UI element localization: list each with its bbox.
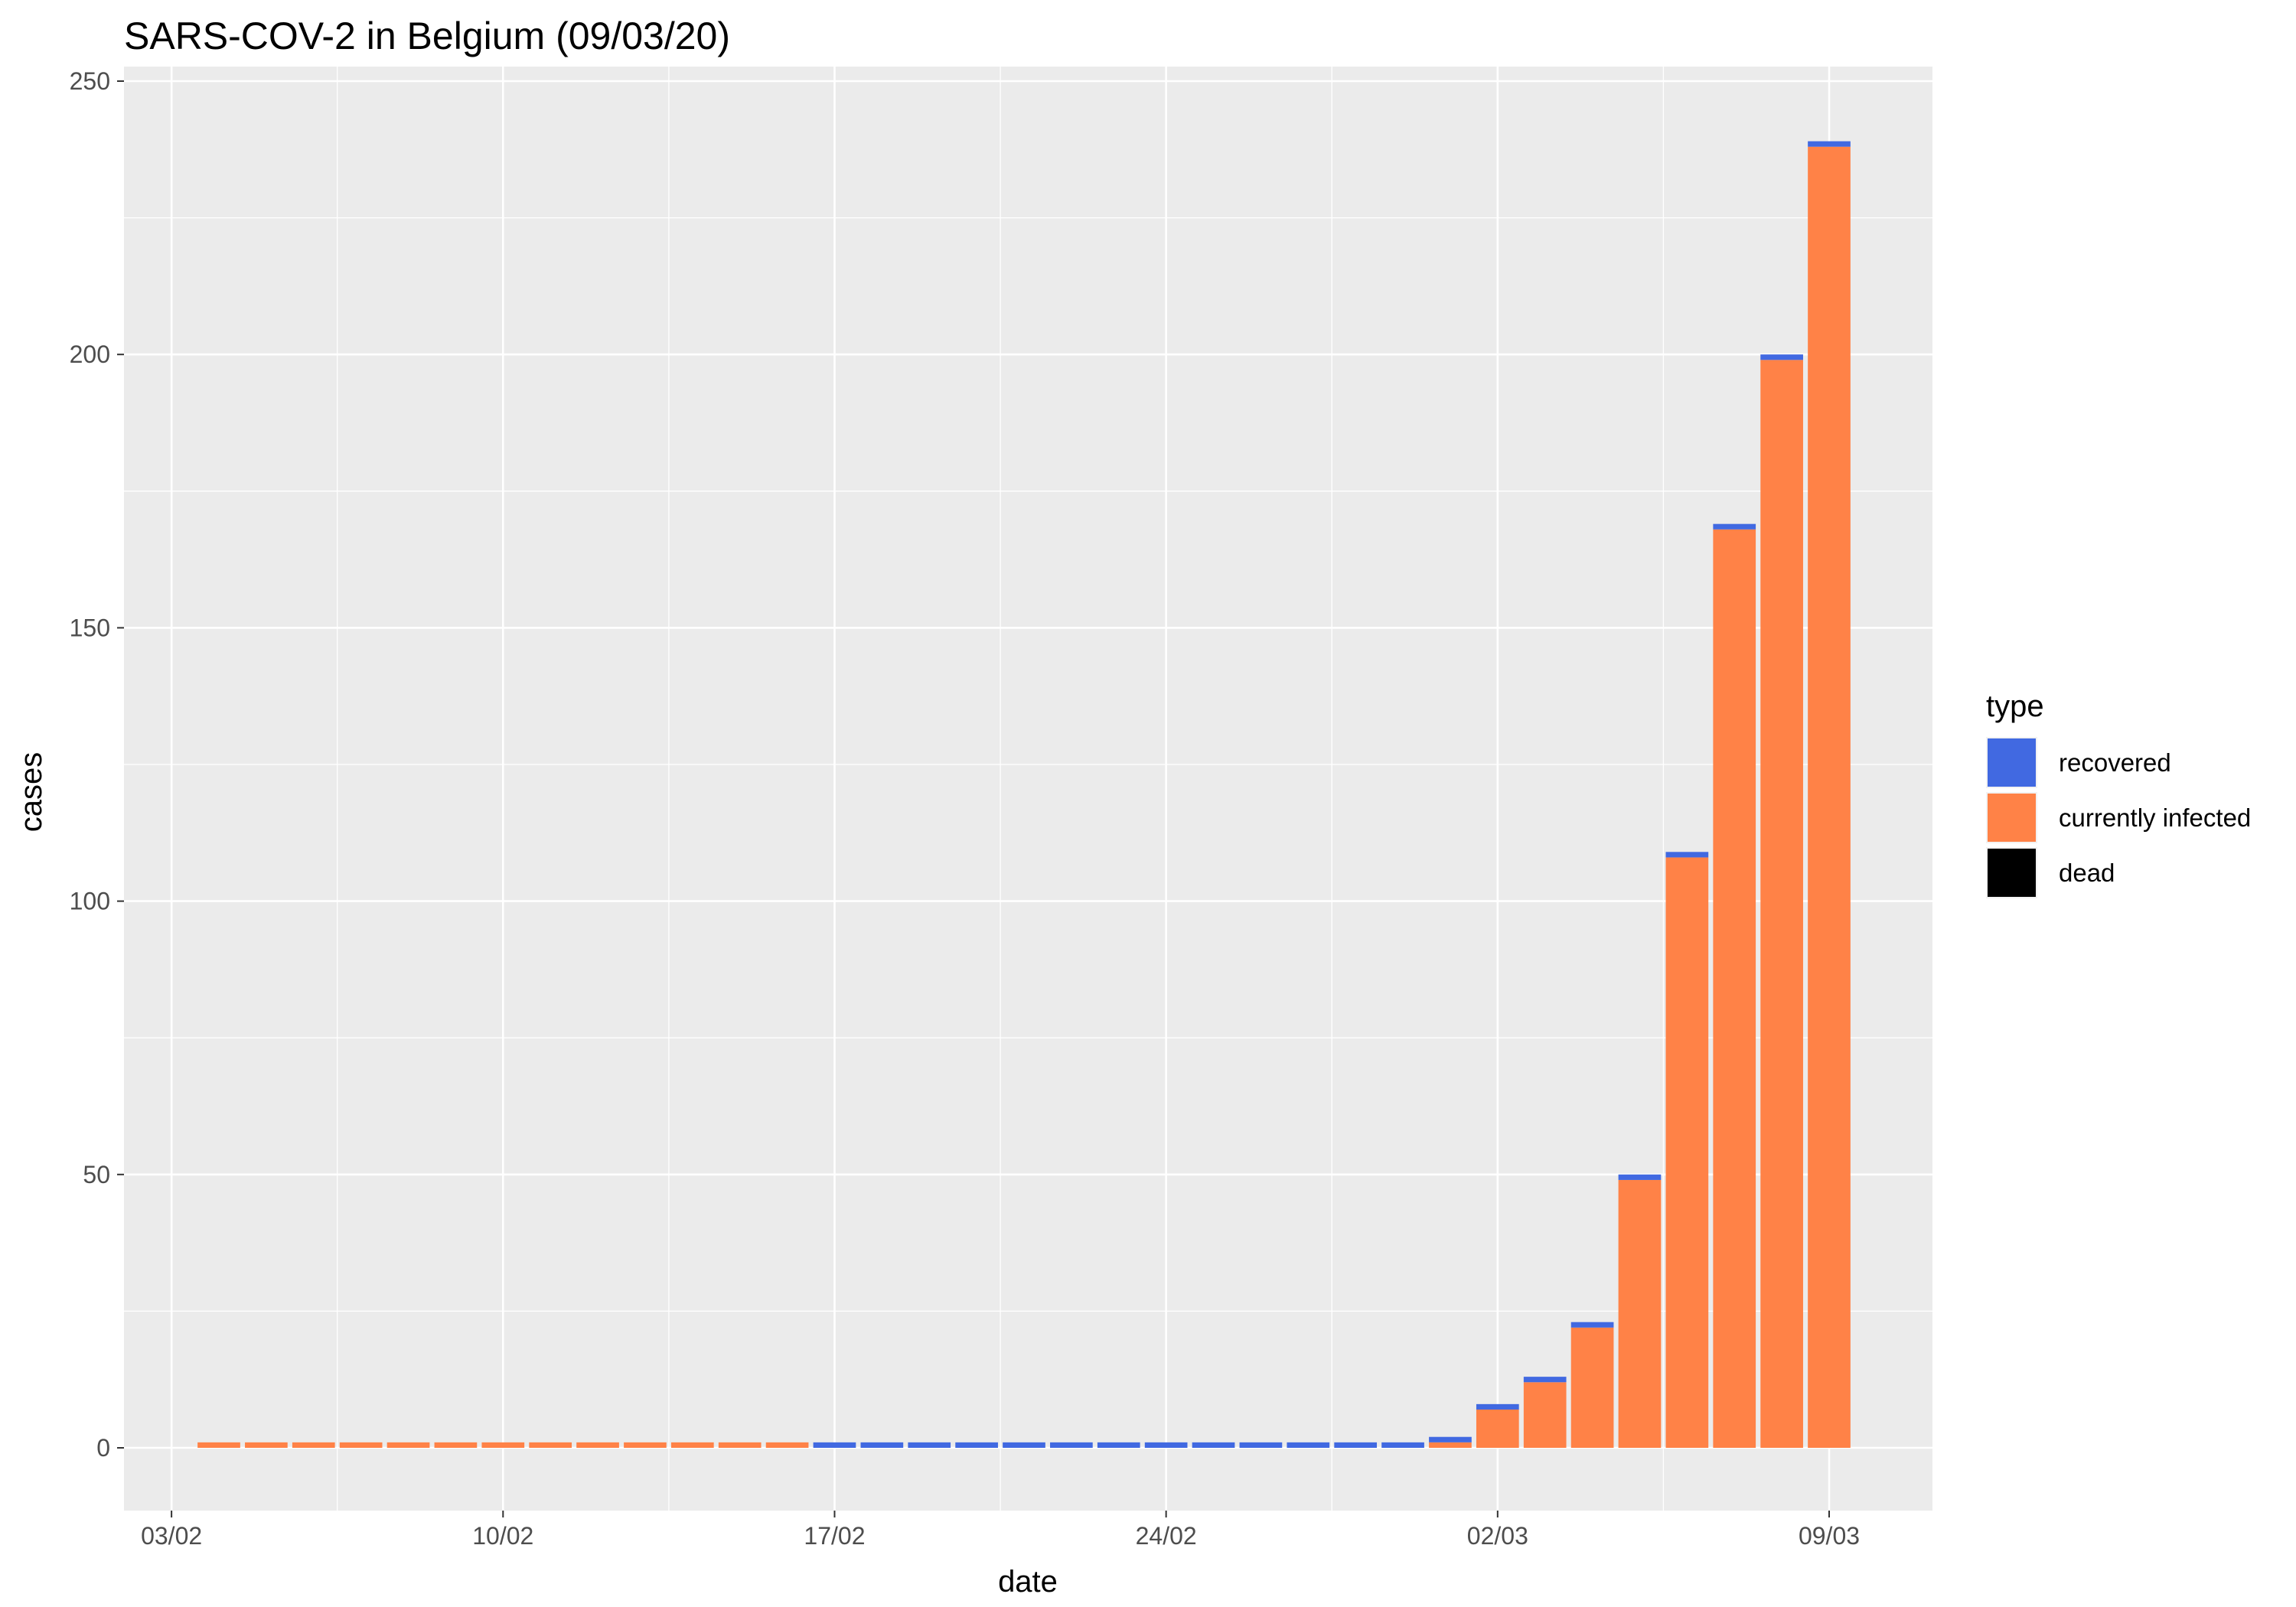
bar-segment [1808, 146, 1851, 1448]
bar-segment [1334, 1442, 1378, 1448]
legend-swatch [1988, 849, 2036, 897]
bar-segment [1429, 1436, 1472, 1442]
chart-title: SARS-COV-2 in Belgium (09/03/20) [124, 15, 730, 57]
bar-segment [1618, 1179, 1662, 1448]
bars [197, 141, 1851, 1448]
legend-label: dead [2059, 859, 2115, 887]
bar-segment [1523, 1382, 1567, 1448]
bar-segment [197, 1442, 240, 1448]
bar-segment [1760, 360, 1803, 1448]
y-tick-label: 100 [70, 888, 110, 915]
bar-segment [1144, 1442, 1188, 1448]
legend-swatch [1988, 738, 2036, 787]
bar-segment [1476, 1409, 1519, 1448]
y-tick-label: 0 [96, 1434, 110, 1462]
bar-segment [955, 1442, 998, 1448]
bar-segment [718, 1442, 762, 1448]
x-tick-label: 24/02 [1136, 1522, 1197, 1550]
legend-label: currently infected [2059, 804, 2251, 832]
bar-segment [339, 1442, 383, 1448]
bar-segment [1097, 1442, 1140, 1448]
bar-segment [1760, 354, 1803, 360]
bar-segment [1429, 1442, 1472, 1448]
bar-segment [1287, 1442, 1330, 1448]
x-axis-title: date [998, 1565, 1058, 1599]
bar-segment [860, 1442, 904, 1448]
bar-segment [1808, 141, 1851, 147]
y-tick-label: 150 [70, 614, 110, 641]
bar-segment [1665, 857, 1709, 1448]
bar-segment [1618, 1174, 1662, 1180]
bar-segment [1239, 1442, 1283, 1448]
y-axis-title: cases [15, 752, 48, 833]
bar-segment [1665, 852, 1709, 858]
bar-segment [670, 1442, 714, 1448]
bar-segment [386, 1442, 430, 1448]
x-tick-label: 03/02 [141, 1522, 202, 1550]
legend-label: recovered [2059, 748, 2171, 777]
bar-segment [1192, 1442, 1235, 1448]
bar-segment [434, 1442, 478, 1448]
bar-segment [576, 1442, 619, 1448]
bar-segment [813, 1442, 856, 1448]
bar-segment [908, 1442, 951, 1448]
bar-segment [1570, 1327, 1614, 1448]
bar-segment [1523, 1377, 1567, 1383]
bar-segment [1381, 1442, 1424, 1448]
bar-segment [1476, 1403, 1519, 1410]
bar-segment [624, 1442, 667, 1448]
legend: type recovered currently infected dead [1986, 689, 2251, 898]
bar-segment [292, 1442, 335, 1448]
bar-segment [1713, 529, 1756, 1448]
bar-segment [1713, 523, 1756, 530]
x-tick-label: 09/03 [1799, 1522, 1860, 1550]
bar-segment [765, 1442, 809, 1448]
bar-segment [1003, 1442, 1045, 1448]
x-tick-label: 02/03 [1467, 1522, 1528, 1550]
bar-segment [245, 1442, 288, 1448]
legend-title: type [1986, 689, 2044, 723]
bar-segment [481, 1442, 525, 1448]
bar-segment [529, 1442, 572, 1448]
plot-panel [124, 67, 1932, 1511]
y-tick-label: 50 [83, 1161, 110, 1188]
x-tick-label: 10/02 [472, 1522, 533, 1550]
legend-swatch [1988, 794, 2036, 842]
bar-segment [1570, 1322, 1614, 1328]
bar-segment [1050, 1442, 1093, 1448]
axes: 0 50 100 150 200 250 03/02 10/02 17/02 24/02 02/03… [70, 67, 1860, 1550]
x-tick-label: 17/02 [804, 1522, 865, 1550]
y-tick-label: 250 [70, 67, 110, 95]
y-tick-label: 200 [70, 341, 110, 368]
